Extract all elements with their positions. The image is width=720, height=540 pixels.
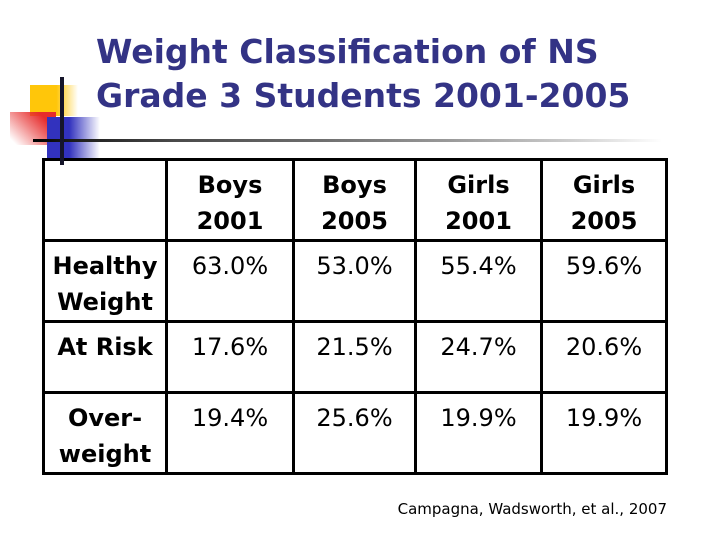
corner-cell (42, 158, 168, 242)
column-header-boys-2001: Boys 2001 (165, 158, 295, 242)
data-cell: 25.6% (292, 391, 417, 475)
data-cell: 59.6% (540, 239, 668, 323)
yellow-square-decoration (30, 85, 78, 116)
slide-title: Weight Classification of NS Grade 3 Stud… (96, 30, 630, 118)
data-cell: 55.4% (414, 239, 543, 323)
slide-title-line-1: Weight Classification of NS (96, 32, 599, 71)
source-citation: Campagna, Wadsworth, et al., 2007 (397, 500, 667, 518)
data-cell: 19.9% (414, 391, 543, 475)
table-row-healthy-weight: Healthy Weight 63.0% 53.0% 55.4% 59.6% (42, 239, 668, 323)
data-cell: 20.6% (540, 320, 668, 394)
title-divider-line (33, 139, 675, 142)
column-header-girls-2005: Girls 2005 (540, 158, 668, 242)
data-cell: 24.7% (414, 320, 543, 394)
table-row-overweight: Over- weight 19.4% 25.6% 19.9% 19.9% (42, 391, 668, 475)
column-header-boys-2005: Boys 2005 (292, 158, 417, 242)
row-label-overweight: Over- weight (42, 391, 168, 475)
slide-title-line-2: Grade 3 Students 2001-2005 (96, 76, 631, 115)
row-label-healthy-weight: Healthy Weight (42, 239, 168, 323)
column-header-girls-2001: Girls 2001 (414, 158, 543, 242)
data-cell: 19.4% (165, 391, 295, 475)
data-cell: 21.5% (292, 320, 417, 394)
blue-square-decoration (47, 117, 100, 158)
data-cell: 63.0% (165, 239, 295, 323)
table-row-at-risk: At Risk 17.6% 21.5% 24.7% 20.6% (42, 320, 668, 394)
data-cell: 17.6% (165, 320, 295, 394)
data-cell: 53.0% (292, 239, 417, 323)
table-header-row: Boys 2001 Boys 2005 Girls 2001 Girls 200… (42, 158, 668, 242)
weight-classification-table: Boys 2001 Boys 2005 Girls 2001 Girls 200… (42, 158, 668, 475)
row-label-at-risk: At Risk (42, 320, 168, 394)
data-cell: 19.9% (540, 391, 668, 475)
vertical-crosshair-line (60, 77, 64, 165)
